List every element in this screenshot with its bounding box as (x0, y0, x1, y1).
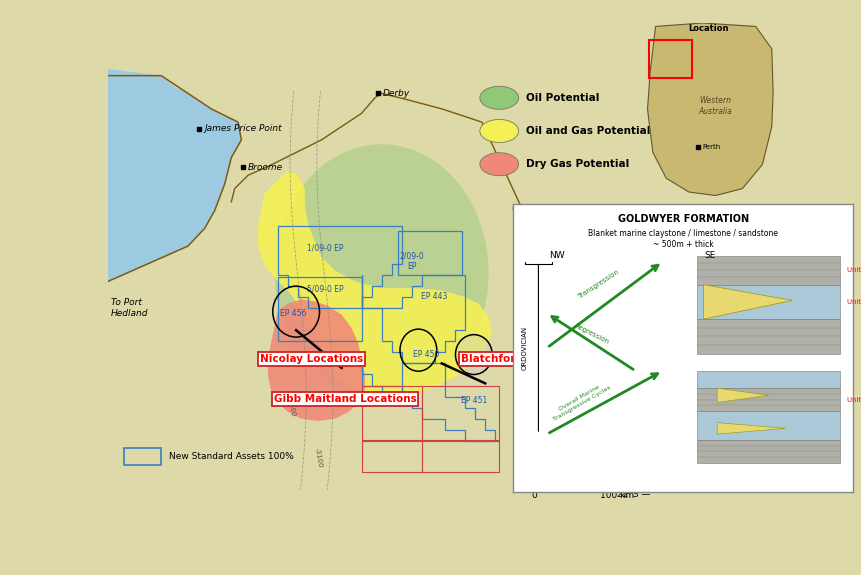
Text: Western
Australia: Western Australia (698, 96, 732, 116)
Text: ORDOVICIAN: ORDOVICIAN (521, 326, 527, 370)
Text: Oil and Gas Potential: Oil and Gas Potential (525, 126, 649, 136)
Text: 0: 0 (530, 492, 536, 500)
Text: Oil Potential: Oil Potential (525, 93, 598, 103)
Text: Unit 3: Unit 3 (846, 299, 861, 305)
Bar (696, 388, 839, 411)
Text: Depth Sub Surface: Depth Sub Surface (553, 337, 637, 346)
Text: GOLDWYER FORMATION: GOLDWYER FORMATION (616, 214, 748, 224)
Text: Perth: Perth (702, 144, 720, 150)
Text: N: N (593, 438, 603, 447)
Bar (696, 256, 839, 285)
Bar (696, 371, 839, 388)
Text: Location: Location (688, 24, 728, 33)
Text: -3100: -3100 (313, 447, 323, 469)
Polygon shape (108, 69, 241, 282)
Text: 5/09-0 EP: 5/09-0 EP (307, 285, 343, 294)
Text: EP 451: EP 451 (460, 396, 486, 405)
Text: 2/09-0
EP: 2/09-0 EP (399, 252, 424, 271)
Bar (648, 40, 691, 78)
Text: EP 480: EP 480 (385, 396, 411, 405)
Text: Blatchford Locations: Blatchford Locations (461, 354, 582, 364)
Text: Units 1 & 2: Units 1 & 2 (846, 397, 861, 402)
Text: Gibb Maitland Locations: Gibb Maitland Locations (273, 394, 416, 404)
Text: James Price Point: James Price Point (204, 124, 282, 133)
Text: EP 443: EP 443 (420, 292, 446, 301)
Ellipse shape (455, 335, 492, 374)
Text: Transgression: Transgression (576, 269, 619, 300)
Text: EP 456: EP 456 (280, 309, 307, 318)
Text: 22°S —: 22°S — (616, 490, 649, 500)
Ellipse shape (275, 144, 488, 401)
Text: Blanket marine claystone / limestone / sandstone: Blanket marine claystone / limestone / s… (587, 228, 777, 237)
Polygon shape (268, 299, 364, 421)
Text: ~ 500m + thick: ~ 500m + thick (652, 240, 713, 249)
Text: Broome: Broome (248, 163, 282, 172)
Ellipse shape (480, 120, 518, 143)
Text: 100 km: 100 km (600, 492, 634, 500)
Bar (696, 411, 839, 440)
Text: 1/09-0 EP: 1/09-0 EP (307, 244, 343, 253)
Bar (124, 448, 161, 465)
Text: Unit 4: Unit 4 (846, 267, 861, 273)
Polygon shape (703, 285, 791, 319)
Text: Overall Marine
Transgressive Cycles: Overall Marine Transgressive Cycles (549, 380, 611, 422)
Text: Regression: Regression (573, 322, 609, 345)
Text: Derby: Derby (382, 89, 410, 98)
Text: Dry Gas Potential: Dry Gas Potential (525, 159, 629, 169)
Bar (533, 478, 575, 485)
Bar (696, 440, 839, 463)
Text: NW: NW (548, 251, 564, 260)
Text: SE: SE (704, 251, 715, 260)
Text: Fitzroy Crossing: Fitzroy Crossing (520, 204, 592, 213)
Ellipse shape (480, 86, 518, 109)
Text: EP 450: EP 450 (412, 350, 438, 359)
Bar (696, 285, 839, 319)
Text: -2000: -2000 (287, 396, 296, 417)
Text: New Standard Assets 100%: New Standard Assets 100% (169, 453, 294, 461)
Text: 18°S —: 18°S — (616, 204, 649, 213)
Polygon shape (716, 423, 784, 434)
Polygon shape (257, 171, 492, 394)
Text: Nicolay Locations: Nicolay Locations (259, 354, 362, 364)
Text: To Port
Hedland: To Port Hedland (111, 298, 148, 318)
Bar (575, 478, 616, 485)
Ellipse shape (480, 153, 518, 176)
Bar (696, 319, 839, 354)
Polygon shape (716, 388, 767, 402)
Polygon shape (647, 23, 772, 196)
